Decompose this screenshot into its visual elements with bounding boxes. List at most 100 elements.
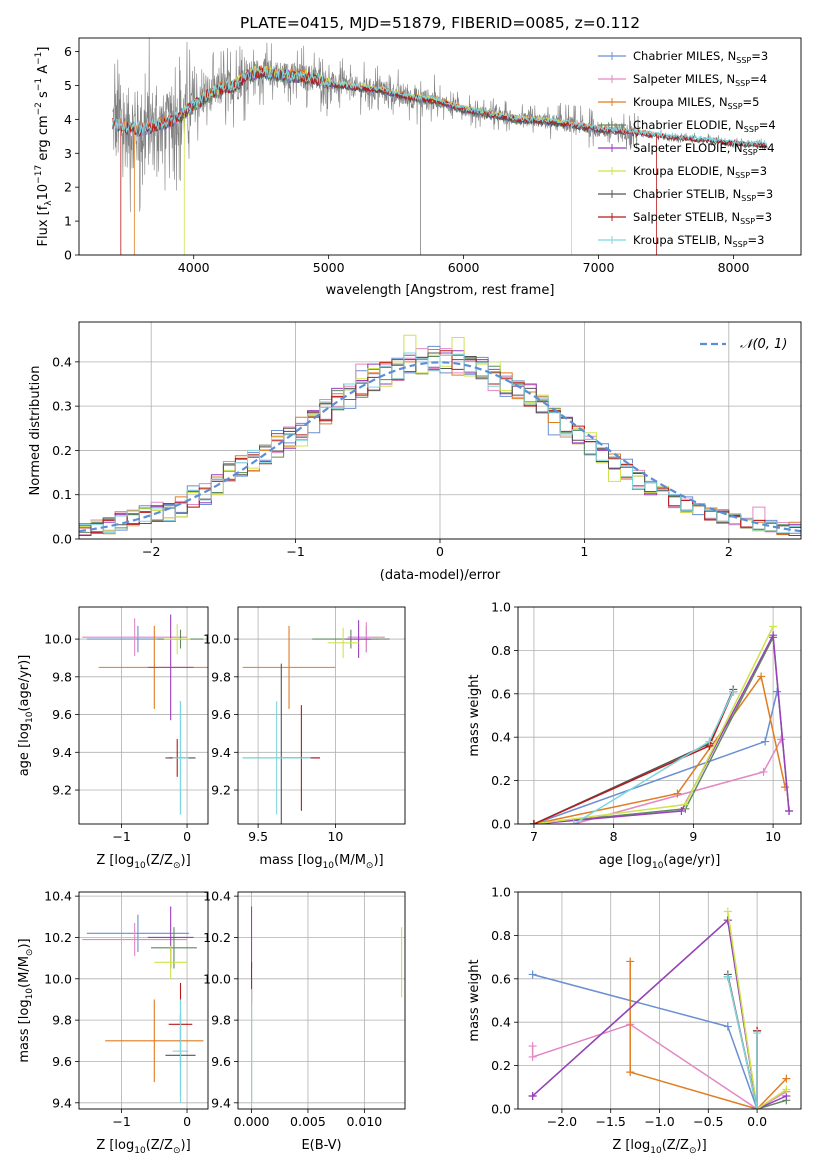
- weight-marker: [528, 970, 537, 979]
- x-tick-label: 5000: [313, 260, 345, 275]
- axes-frame: [237, 891, 406, 1110]
- weight-marker: [782, 1085, 791, 1094]
- weight-marker: [626, 1068, 635, 1077]
- age_vs_Z-axes: −1 0 9.2 9.4 9.6 9.8 10.0: [44, 607, 208, 844]
- y-tick-label: 0.3: [52, 399, 72, 414]
- weight_vs_age-axes: 7 8 9 10 0.0 0.2 0.4 0.6 0.8 1.0: [491, 600, 801, 844]
- x-tick-label: 0: [183, 1114, 191, 1129]
- weight_vs_Z-x-label: Z [log10(Z/Z⊙)]: [612, 1138, 706, 1156]
- spectrum-x-label: wavelength [Angstrom, rest frame]: [326, 283, 555, 298]
- y-tick-label: 9.8: [211, 669, 231, 684]
- weight_vs_Z-y-label: mass weight: [467, 959, 482, 1041]
- weight-series-chabrier_elodie: [529, 633, 794, 824]
- x-tick-label: 0.0: [747, 1114, 767, 1129]
- weight-marker: [757, 672, 766, 681]
- weight-series-kroupa_elodie: [529, 622, 778, 824]
- weight-marker: [626, 957, 635, 966]
- x-tick-label: 0.010: [346, 1114, 382, 1129]
- axes-frame: [517, 891, 802, 1110]
- y-tick-label: 0.6: [491, 686, 511, 701]
- errorbar-kroupa_stelib: [172, 701, 189, 815]
- x-tick-label: −1.0: [644, 1114, 674, 1129]
- x-tick-label: −0.5: [693, 1114, 723, 1129]
- x-tick-label: −1.5: [596, 1114, 626, 1129]
- weight-series-salpeter_miles: [569, 735, 786, 824]
- errorbar-kroupa_elodie: [164, 623, 191, 655]
- weight-marker: [785, 806, 794, 815]
- x-tick-label: −1: [112, 829, 130, 844]
- residuals-x-label: (data-model)/error: [380, 568, 501, 583]
- legend-label-chabrier_stelib: Chabrier STELIB, NSSP=3: [633, 187, 773, 203]
- weight-marker: [723, 907, 732, 916]
- x-tick-label: 10: [765, 829, 781, 844]
- weight-series-kroupa_stelib: [569, 687, 738, 824]
- weight-marker: [782, 1074, 791, 1083]
- x-tick-label: −1: [112, 1114, 130, 1129]
- y-tick-label: 0.4: [491, 730, 511, 745]
- y-tick-label: 9.2: [211, 783, 231, 798]
- y-tick-label: 9.6: [211, 707, 231, 722]
- y-tick-label: 0.2: [52, 443, 72, 458]
- mass_vs_ebv-x-label: E(B-V): [301, 1138, 341, 1153]
- weight-marker: [723, 916, 732, 925]
- normal-distribution-curve: [78, 361, 802, 533]
- y-tick-label: 0.8: [491, 643, 511, 658]
- age_vs_mass-x-label: mass [log10(M/M⊙)]: [259, 853, 383, 871]
- x-tick-label: 0: [436, 544, 444, 559]
- y-tick-label: 4: [64, 112, 72, 127]
- weight-marker: [753, 1105, 762, 1109]
- x-tick-label: 2: [725, 544, 733, 559]
- errorbar-chabrier_elodie: [151, 927, 197, 969]
- legend-label-chabrier_miles: Chabrier MILES, NSSP=3: [633, 49, 768, 65]
- weight-marker: [781, 783, 790, 792]
- x-tick-label: 0.005: [290, 1114, 326, 1129]
- y-tick-label: 10.4: [44, 889, 72, 904]
- y-tick-label: 0.2: [491, 773, 511, 788]
- weight_vs_age-x-label: age [log10(age/yr)]: [599, 853, 721, 871]
- axes-frame: [517, 606, 802, 825]
- errorbar-kroupa_stelib: [172, 999, 189, 1103]
- y-tick-label: 9.6: [211, 1054, 231, 1069]
- spectrum-legend: Chabrier MILES, NSSP=3 Salpeter MILES, NS…: [598, 49, 776, 249]
- spectrum-y-label: Flux [fλ10−17 erg cm−2 s−1 A−1]: [34, 47, 54, 247]
- x-tick-label: 4000: [178, 260, 210, 275]
- y-tick-label: 9.6: [52, 1054, 72, 1069]
- weight-series-chabrier_miles: [528, 970, 762, 1109]
- y-tick-label: 9.4: [211, 1095, 231, 1110]
- y-tick-label: 9.4: [52, 745, 72, 760]
- errorbar-kroupa_elodie: [327, 627, 359, 658]
- y-tick-label: 1.0: [491, 885, 511, 900]
- y-tick-label: 0.8: [491, 928, 511, 943]
- y-tick-label: 0.4: [491, 1015, 511, 1030]
- y-tick-label: 10.0: [203, 632, 231, 647]
- legend-label-kroupa_miles: Kroupa MILES, NSSP=5: [633, 95, 759, 111]
- y-tick-label: 9.4: [211, 745, 231, 760]
- legend-label-kroupa_stelib: Kroupa STELIB, NSSP=3: [633, 233, 764, 249]
- weight-marker: [723, 972, 732, 981]
- y-tick-label: 0.6: [491, 971, 511, 986]
- x-tick-label: 7: [530, 829, 538, 844]
- weight-marker: [529, 820, 538, 824]
- y-tick-label: 0: [64, 248, 72, 263]
- spectrum-axes: 4000 5000 6000 7000 8000 0 1 2 3 4 5 6: [64, 44, 749, 275]
- y-tick-label: 3: [64, 146, 72, 161]
- x-tick-label: 1: [580, 544, 588, 559]
- weight-series-salpeter_elodie: [529, 631, 794, 824]
- y-tick-label: 10.4: [203, 889, 231, 904]
- errorbar-salpeter_miles: [82, 923, 188, 957]
- y-tick-label: 9.8: [211, 1013, 231, 1028]
- mass_vs_Z-x-label: Z [log10(Z/Z⊙)]: [96, 1138, 190, 1156]
- x-tick-label: −1: [286, 544, 304, 559]
- weight-marker: [673, 789, 682, 798]
- mass_vs_Z-axes: −1 0 9.4 9.6 9.8 10.0 10.2 10.4: [44, 889, 208, 1129]
- age_vs_Z-y-label: age [log10(age/yr)]: [17, 655, 35, 777]
- weight_vs_age-y-label: mass weight: [467, 674, 482, 756]
- legend-label-normal: 𝒩(0, 1): [740, 337, 787, 352]
- figure-title: PLATE=0415, MJD=51879, FIBERID=0085, z=0…: [240, 14, 640, 32]
- residuals-y-label: Normed distribution: [28, 366, 43, 496]
- weight-marker: [729, 687, 738, 696]
- errorbar-kroupa_stelib: [242, 701, 311, 815]
- histogram-kroupa_stelib: [79, 352, 801, 534]
- weight-marker: [528, 1091, 537, 1100]
- x-tick-label: 9: [689, 829, 697, 844]
